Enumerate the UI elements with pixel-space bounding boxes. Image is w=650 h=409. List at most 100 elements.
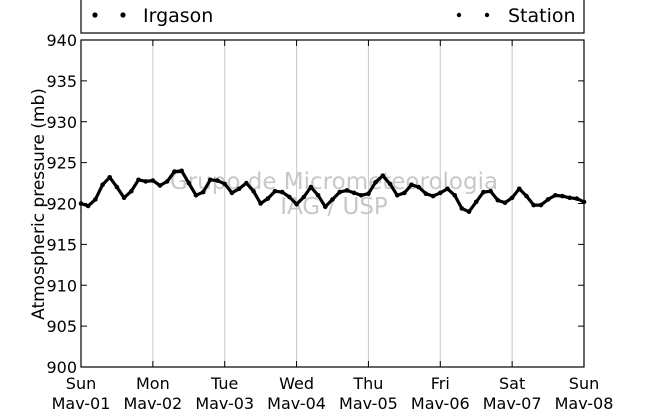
data-point-39: [358, 193, 364, 198]
legend-label-station: Station: [508, 5, 576, 27]
data-point-12: [164, 179, 170, 184]
data-point-17: [200, 189, 206, 195]
x-tick-label-date-2: Mav-03: [195, 394, 254, 409]
x-tick-label-day-5: Fri: [431, 374, 450, 393]
y-tick-label-2: 910: [46, 276, 77, 295]
data-point-32: [308, 184, 314, 190]
data-point-63: [531, 202, 536, 208]
data-point-22: [236, 186, 242, 192]
data-point-5: [114, 184, 120, 190]
y-tick-label-6: 930: [46, 113, 77, 132]
legend-frame: [80, 0, 585, 34]
data-point-13: [172, 169, 177, 174]
legend: Irgason Station: [80, 0, 585, 34]
data-point-1: [85, 203, 91, 209]
data-point-40: [366, 191, 371, 196]
x-tick-label-day-7: Sun: [569, 374, 599, 393]
data-point-62: [524, 193, 529, 199]
x-tick-label-day-2: Tue: [210, 374, 238, 393]
data-point-30: [294, 202, 299, 207]
data-point-21: [229, 190, 235, 196]
series-irgason: [78, 168, 587, 214]
data-point-31: [301, 194, 307, 200]
x-tick-label-date-0: Mav-01: [52, 394, 111, 409]
data-point-67: [560, 193, 565, 199]
legend-marker-station-2: [484, 12, 490, 18]
data-point-11: [157, 183, 163, 188]
x-tick-label-date-6: Mav-07: [483, 394, 542, 409]
y-tick-label-7: 935: [46, 72, 77, 91]
y-axis: 900 905 910 915 920 925 930 935 940: [46, 31, 584, 377]
y-tick-label-5: 925: [46, 154, 77, 173]
data-point-23: [244, 180, 249, 186]
legend-label-irgason: Irgason: [143, 5, 213, 27]
data-point-52: [452, 193, 458, 198]
data-point-10: [150, 178, 156, 183]
data-point-44: [394, 193, 400, 198]
data-point-18: [208, 177, 213, 183]
data-point-45: [402, 190, 407, 196]
data-point-61: [517, 186, 522, 192]
data-point-69: [574, 196, 580, 201]
x-tick-label-date-1: Mav-02: [123, 394, 182, 409]
data-point-16: [193, 193, 199, 198]
data-point-33: [315, 193, 321, 198]
data-point-46: [409, 182, 414, 187]
legend-marker-irgason-2: [120, 12, 126, 18]
x-tick-label-day-0: Sun: [66, 374, 96, 393]
data-point-57: [488, 188, 493, 194]
data-point-64: [538, 202, 544, 208]
data-point-2: [93, 197, 98, 202]
data-point-59: [502, 200, 508, 205]
legend-marker-station-1: [456, 12, 462, 18]
x-tick-label-date-3: Mav-04: [267, 394, 326, 409]
data-point-65: [545, 197, 551, 202]
data-point-28: [279, 189, 285, 195]
data-point-20: [222, 181, 227, 187]
x-tick-label-day-1: Mon: [136, 374, 170, 393]
data-point-27: [272, 188, 278, 194]
data-point-25: [258, 201, 263, 206]
data-point-60: [509, 195, 515, 201]
legend-marker-irgason-1: [92, 12, 98, 18]
x-tick-label-date-4: Mav-05: [339, 394, 398, 409]
data-point-3: [100, 182, 105, 187]
data-point-55: [473, 199, 479, 205]
data-point-36: [337, 189, 343, 195]
watermark: Grupo de Micrometeorologia IAG / USP: [170, 169, 498, 220]
y-tick-label-0: 900: [46, 358, 77, 377]
data-point-37: [344, 188, 350, 193]
data-point-66: [553, 193, 558, 198]
data-point-35: [330, 197, 335, 202]
x-tick-label-date-7: Mav-08: [555, 394, 614, 409]
data-point-19: [215, 178, 220, 183]
y-tick-label-1: 905: [46, 317, 77, 336]
data-point-43: [387, 181, 393, 187]
data-point-34: [323, 204, 328, 210]
data-point-29: [287, 194, 292, 200]
y-axis-title: Atmospheric pressure (mb): [29, 88, 49, 320]
x-tick-label-date-5: Mav-06: [411, 394, 470, 409]
data-point-6: [121, 195, 127, 201]
data-point-48: [423, 191, 429, 196]
data-point-47: [416, 184, 422, 190]
x-tick-label-day-6: Sat: [499, 374, 525, 393]
data-point-7: [129, 188, 134, 194]
y-tick-label-4: 920: [46, 195, 77, 214]
data-point-42: [380, 173, 386, 178]
data-point-58: [495, 197, 501, 203]
data-point-24: [251, 188, 256, 194]
data-point-14: [179, 168, 184, 174]
data-point-9: [143, 179, 148, 184]
data-point-68: [567, 195, 572, 201]
data-point-38: [351, 190, 357, 196]
x-axis: SunMav-01MonMav-02TueMav-03WedMav-04ThuM…: [52, 40, 614, 409]
x-tick-label-day-3: Wed: [279, 374, 314, 393]
data-point-54: [466, 209, 472, 214]
data-point-50: [438, 190, 443, 196]
data-point-41: [373, 179, 378, 185]
data-point-56: [481, 189, 486, 195]
data-point-53: [459, 206, 465, 211]
data-series: [78, 168, 587, 214]
